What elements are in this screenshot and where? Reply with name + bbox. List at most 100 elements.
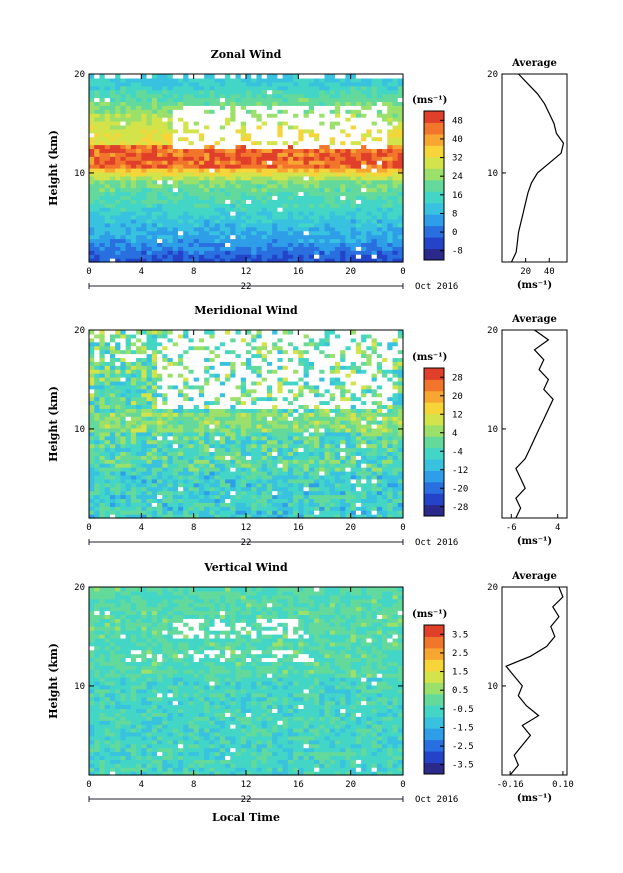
heatmap-cell [303, 226, 310, 232]
heatmap-cell [188, 471, 195, 476]
heatmap-cell [397, 191, 404, 197]
heatmap-cell [115, 215, 121, 220]
heatmap-cell [94, 345, 101, 351]
heatmap-cell [219, 168, 226, 173]
heatmap-cell [162, 242, 169, 247]
heatmap-cell [277, 502, 284, 507]
colorbar-tick-label: 40 [452, 135, 463, 145]
heatmap-cell [120, 117, 127, 122]
heatmap-cell [329, 144, 336, 150]
heatmap-cell [329, 171, 336, 177]
heatmap-cell [261, 124, 268, 130]
heatmap-cell [172, 330, 179, 335]
heatmap-cell [115, 373, 121, 378]
heatmap-cell [151, 369, 158, 374]
heatmap-cell [188, 451, 195, 456]
heatmap-cell [361, 97, 367, 103]
heatmap-cell [214, 439, 221, 445]
heatmap-cell [209, 207, 216, 212]
heatmap-cell [345, 117, 352, 122]
heatmap-cell [350, 215, 357, 220]
heatmap-cell [261, 105, 268, 110]
heatmap-cell [193, 168, 200, 173]
heatmap-cell [89, 226, 95, 232]
heatmap-cell [397, 132, 404, 138]
heatmap-cell [198, 113, 205, 118]
heatmap-cell [204, 474, 210, 480]
heatmap-cell [209, 222, 216, 228]
heatmap-cell [266, 345, 273, 351]
heatmap-cell [104, 514, 111, 519]
heatmap-cell [157, 451, 163, 456]
heatmap-cell [277, 404, 284, 409]
heatmap-cell [130, 132, 137, 138]
heatmap-cell [120, 384, 127, 390]
heatmap-cell [177, 420, 184, 425]
heatmap-cell [293, 89, 299, 95]
heatmap-cell [141, 222, 148, 228]
heatmap-cell [230, 506, 237, 511]
heatmap-cell [94, 400, 101, 406]
heatmap-cell [209, 412, 216, 417]
x-tick-label: 4 [139, 267, 144, 277]
heatmap-cell [183, 187, 190, 193]
heatmap-cell [225, 132, 231, 138]
heatmap-cell [209, 486, 216, 492]
heatmap-cell [188, 156, 195, 161]
heatmap-cell [89, 254, 95, 259]
heatmap-cell [246, 113, 252, 118]
heatmap-cell [382, 89, 388, 95]
heatmap-cell [188, 353, 195, 359]
heatmap-cell [392, 254, 399, 259]
heatmap-cell [146, 168, 153, 173]
heatmap-cell [136, 447, 142, 453]
heatmap-cell [303, 195, 310, 200]
heatmap-cell [272, 234, 278, 240]
heatmap-cell [209, 77, 216, 83]
heatmap-cell [214, 195, 221, 200]
heatmap-cell [334, 113, 341, 118]
heatmap-cell [355, 164, 362, 169]
heatmap-cell [293, 345, 299, 351]
heatmap-cell [230, 238, 237, 244]
heatmap-cell [350, 191, 357, 197]
heatmap-cell [266, 412, 273, 417]
heatmap-cell [287, 168, 294, 173]
heatmap-cell [272, 471, 278, 476]
heatmap-cell [130, 136, 137, 142]
heatmap-cell [240, 187, 247, 193]
heatmap-cell [177, 74, 184, 79]
heatmap-cell [376, 211, 383, 216]
heatmap-cell [272, 380, 278, 386]
heatmap-cell [193, 510, 200, 515]
x-tick-label: 0 [400, 267, 405, 277]
heatmap-cell [162, 380, 169, 386]
heatmap-cell [293, 431, 299, 437]
heatmap-cell [136, 136, 142, 142]
heatmap-cell [303, 234, 310, 240]
heatmap-cell [246, 74, 252, 79]
heatmap-cell [136, 439, 142, 445]
heatmap-cell [177, 455, 184, 460]
heatmap-cell [256, 254, 263, 259]
heatmap-cell [157, 246, 163, 251]
heatmap-cell [94, 254, 101, 259]
heatmap-cell [340, 152, 347, 157]
heatmap-cell [230, 333, 237, 339]
heatmap-cell [240, 226, 247, 232]
heatmap-cell [172, 238, 179, 244]
heatmap-cell [298, 218, 305, 224]
heatmap-cell [371, 226, 378, 232]
heatmap-cell [162, 105, 169, 110]
heatmap-cell [230, 156, 237, 161]
heatmap-cell [246, 246, 252, 251]
heatmap-cell [272, 424, 278, 429]
heatmap-cell [198, 230, 205, 236]
heatmap-cell [204, 443, 210, 449]
heatmap-cell [209, 156, 216, 161]
heatmap-cell [204, 187, 210, 193]
heatmap-cell [151, 242, 158, 247]
heatmap-cell [141, 132, 148, 138]
